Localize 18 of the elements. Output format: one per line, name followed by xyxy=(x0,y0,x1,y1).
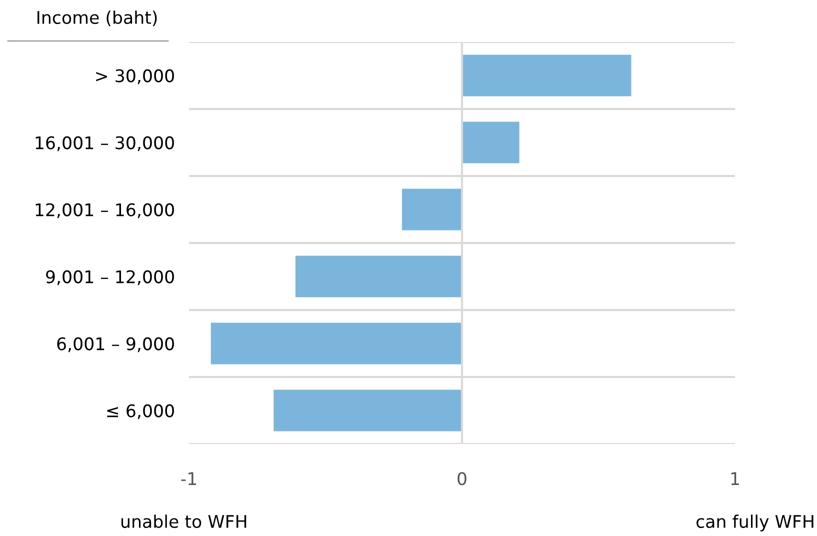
x-tick-label: 1 xyxy=(731,472,739,485)
y-axis-title: Income (baht) xyxy=(37,10,157,26)
bar xyxy=(462,122,520,164)
y-tick-label: 12,001 – 16,000 xyxy=(36,203,174,218)
x-tick-label: 0 xyxy=(458,472,466,486)
text: can fully WFH xyxy=(696,514,814,532)
y-tick-label: 6,001 – 9,000 xyxy=(57,337,174,352)
y-tick-label: 9,001 – 12,000 xyxy=(46,270,174,286)
bar xyxy=(295,256,462,298)
y-tick-label: ≤ 6,000 xyxy=(107,404,174,420)
text: unable to WFH xyxy=(121,514,246,528)
bar xyxy=(274,390,462,432)
y-tick-label: > 30,000 xyxy=(96,69,174,84)
bar xyxy=(402,188,462,230)
bar xyxy=(210,322,462,364)
y-tick-label: 16,001 – 30,000 xyxy=(36,136,174,152)
bar xyxy=(462,54,632,96)
x-tick-label: -1 xyxy=(181,472,196,485)
